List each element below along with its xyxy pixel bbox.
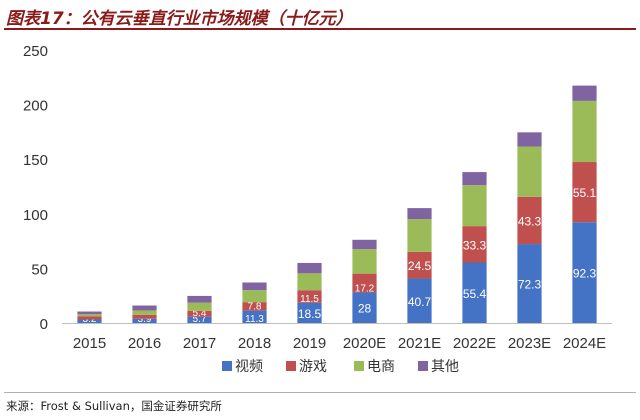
data-label: 92.3 [573, 267, 597, 281]
x-tick-label: 2019 [293, 335, 326, 352]
y-tick-label: 200 [23, 98, 48, 115]
bar-segment-1 [132, 314, 157, 319]
legend-label: 电商 [367, 359, 395, 375]
y-tick-label: 100 [23, 207, 48, 224]
x-tick-label: 2015 [73, 335, 106, 352]
bar-segment-0 [132, 318, 157, 323]
bar-segment-1 [77, 316, 102, 320]
legend-label: 游戏 [299, 359, 327, 375]
bar-segment-1 [297, 290, 322, 303]
data-label: 7.8 [248, 302, 262, 313]
bar-segment-0 [572, 222, 597, 323]
bar-segment-1 [517, 196, 542, 245]
bar-segment-3 [297, 262, 322, 274]
bar-segment-0 [407, 278, 432, 323]
bars-layer: 3.23.95.75.411.37.818.511.52817.240.724.… [77, 85, 597, 325]
bar-segment-3 [407, 208, 432, 220]
bar-segment-2 [77, 314, 102, 317]
data-label: 43.3 [518, 214, 542, 228]
data-label: 11.5 [300, 294, 319, 305]
data-label: 3.9 [138, 314, 152, 325]
bar-segment-2 [517, 146, 542, 197]
x-tick-label: 2018 [238, 335, 271, 352]
bar-segment-0 [77, 319, 102, 323]
bar-segment-3 [462, 172, 487, 186]
bar-segment-1 [352, 273, 377, 293]
x-tick-label: 2022E [453, 335, 496, 352]
data-label: 40.7 [408, 295, 432, 309]
chart-title: 图表17：公有云垂直行业市场规模（十亿元） [6, 9, 353, 29]
bar-segment-3 [77, 311, 102, 315]
legend-label: 视频 [235, 359, 263, 375]
bar-segment-2 [572, 100, 597, 163]
data-label: 5.7 [193, 314, 207, 325]
bar-segment-0 [352, 292, 377, 323]
legend-swatch [418, 361, 428, 371]
bar-segment-2 [242, 290, 267, 303]
x-tick-label: 2021E [398, 335, 441, 352]
bar-segment-3 [242, 282, 267, 291]
y-tick-label: 150 [23, 152, 48, 169]
x-axis: 2015 2016 2017 2018 2019 2020E 2021E 2022E 2023E… [62, 323, 612, 352]
legend-swatch [286, 361, 296, 371]
data-label: 55.4 [463, 287, 487, 301]
title-bar: 图表17：公有云垂直行业市场规模（十亿元） [4, 0, 636, 30]
source-divider [4, 392, 636, 393]
bar-segment-2 [297, 273, 322, 291]
bar-segment-3 [132, 305, 157, 311]
data-label: 33.3 [463, 238, 487, 252]
bar-segment-2 [187, 302, 212, 311]
bar-segment-2 [352, 249, 377, 274]
bar-segment-3 [572, 85, 597, 101]
bar-segment-0 [187, 316, 212, 323]
source-note: 来源：Frost & Sullivan，国金证券研究所 [6, 399, 222, 413]
bar-segment-2 [462, 185, 487, 227]
bar-segment-1 [462, 226, 487, 263]
y-tick-label: 250 [23, 43, 48, 60]
data-label: 28 [358, 302, 372, 316]
bar-segment-0 [297, 302, 322, 323]
y-tick-label: 50 [31, 261, 48, 278]
x-tick-label: 2017 [183, 335, 216, 352]
data-label: 55.1 [573, 186, 597, 200]
bar-segment-1 [407, 251, 432, 279]
bar-segment-3 [352, 239, 377, 250]
bar-segment-3 [187, 295, 212, 303]
y-axis: 0 50 100 150 200 250 [23, 43, 48, 333]
legend: 视频 游戏 电商 其他 [222, 359, 459, 375]
x-tick-label: 2024E [563, 335, 606, 352]
data-label: 24.5 [408, 259, 432, 273]
legend-swatch [222, 361, 232, 371]
bar-segment-1 [242, 302, 267, 311]
bar-segment-3 [517, 132, 542, 147]
data-label: 11.3 [245, 314, 264, 325]
data-label: 17.2 [355, 283, 375, 294]
bar-segment-2 [407, 219, 432, 252]
y-tick-label: 0 [40, 316, 48, 333]
bar-segment-0 [517, 244, 542, 323]
x-tick-label: 2016 [128, 335, 161, 352]
x-tick-label: 2023E [508, 335, 551, 352]
data-label: 72.3 [518, 278, 542, 292]
bar-segment-1 [187, 310, 212, 317]
bar-segment-0 [462, 262, 487, 323]
bar-segment-0 [242, 310, 267, 323]
data-label: 5.4 [193, 308, 207, 319]
data-label: 18.5 [298, 307, 322, 321]
bar-segment-1 [572, 162, 597, 223]
legend-label: 其他 [431, 359, 459, 375]
x-tick-label: 2020E [343, 335, 386, 352]
bar-segment-2 [132, 310, 157, 315]
legend-swatch [354, 361, 364, 371]
